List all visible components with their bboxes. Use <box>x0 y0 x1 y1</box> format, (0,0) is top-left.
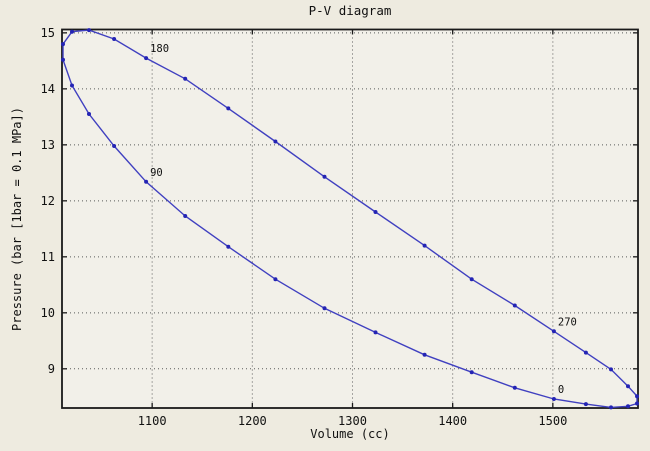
data-point <box>469 277 474 282</box>
data-point <box>373 210 378 214</box>
data-point <box>112 144 117 148</box>
chart-title: P-V diagram <box>308 3 392 18</box>
crank-angle-annotation: 180 <box>150 43 169 55</box>
data-point <box>551 397 556 401</box>
y-axis-label: Pressure (bar [1bar = 0.1 MPa]) <box>10 107 24 331</box>
data-point <box>273 139 278 144</box>
x-tick-label: 1300 <box>338 414 367 428</box>
data-point <box>583 350 588 355</box>
data-point <box>626 404 630 409</box>
data-point <box>322 174 327 179</box>
data-point <box>87 112 91 116</box>
x-axis-label: Volume (cc) <box>310 427 390 441</box>
y-tick-label: 14 <box>41 82 55 96</box>
data-point <box>87 28 91 33</box>
data-point <box>70 83 74 88</box>
data-point <box>144 179 149 184</box>
data-point <box>61 57 65 62</box>
data-point <box>422 243 427 248</box>
data-point <box>112 37 117 41</box>
data-point <box>183 76 188 81</box>
axis-box <box>61 28 639 409</box>
x-tick-label: 1200 <box>238 414 267 428</box>
y-tick-label: 12 <box>41 194 55 208</box>
y-tick-label: 9 <box>48 362 55 376</box>
data-point <box>322 306 327 311</box>
y-tick-label: 11 <box>41 250 55 264</box>
data-point <box>635 401 639 406</box>
data-point <box>70 29 74 34</box>
data-point <box>273 277 278 282</box>
data-point <box>469 370 474 375</box>
data-point <box>512 303 517 308</box>
x-tick-label: 1100 <box>138 414 167 428</box>
data-point <box>422 352 427 357</box>
data-point <box>609 405 613 410</box>
y-tick-label: 10 <box>41 306 55 320</box>
plot-background <box>62 29 638 408</box>
crank-angle-annotation: 90 <box>150 167 163 179</box>
data-point <box>583 402 588 407</box>
y-tick-label: 15 <box>41 26 55 40</box>
data-point <box>626 384 630 389</box>
crank-angle-annotation: 0 <box>558 384 564 396</box>
data-point <box>61 42 65 47</box>
data-point <box>183 214 188 218</box>
x-tick-label: 1400 <box>438 414 467 428</box>
y-tick-label: 13 <box>41 138 55 152</box>
x-tick-label: 1500 <box>538 414 567 428</box>
data-point <box>512 385 517 390</box>
data-point <box>144 56 149 61</box>
data-point <box>551 329 556 334</box>
data-point <box>635 394 639 399</box>
crank-angle-annotation: 270 <box>558 316 577 328</box>
data-point <box>609 367 613 372</box>
data-point <box>373 330 378 335</box>
data-point <box>226 244 231 249</box>
data-point <box>226 106 231 111</box>
